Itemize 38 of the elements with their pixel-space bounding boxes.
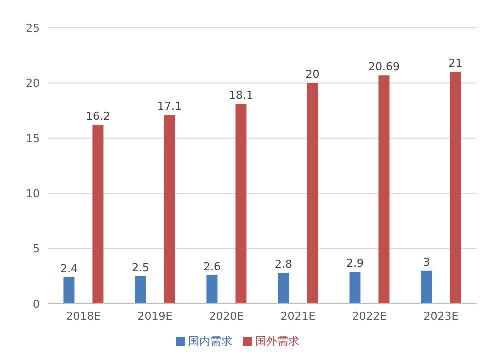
data-label: 2.4 <box>60 262 78 276</box>
bar <box>421 270 432 304</box>
y-tick-label: 20 <box>26 77 40 90</box>
x-tick-label: 2023E <box>424 310 459 323</box>
legend-label: 国外需求 <box>256 335 300 348</box>
bar <box>92 125 104 304</box>
data-label: 2.5 <box>132 261 150 274</box>
x-tick-label: 2021E <box>280 310 316 323</box>
bar <box>350 272 361 304</box>
y-tick-label: 25 <box>26 22 40 35</box>
bar <box>64 278 75 304</box>
bar <box>278 273 290 304</box>
data-label: 16.2 <box>86 110 110 124</box>
data-label: 2.6 <box>203 260 221 274</box>
data-label: 21 <box>448 57 463 70</box>
x-tick-label: 2019E <box>138 310 173 323</box>
data-label: 3 <box>423 256 430 269</box>
bar <box>164 115 176 304</box>
bar <box>378 76 390 304</box>
data-label: 17.1 <box>157 100 182 114</box>
data-label: 18.1 <box>228 89 254 102</box>
y-tick-label: 15 <box>26 132 40 146</box>
data-label: 20 <box>306 68 320 82</box>
x-tick-label: 2022E <box>352 310 388 323</box>
bar <box>135 276 146 304</box>
y-tick-label: 0 <box>33 298 40 311</box>
legend-label: 国内需求 <box>188 335 232 348</box>
x-tick-label: 2020E <box>209 310 244 323</box>
bar <box>307 83 318 304</box>
x-tick-label: 2018E <box>66 310 102 323</box>
bar <box>450 72 462 304</box>
y-tick-label: 5 <box>33 242 40 256</box>
data-label: 2.9 <box>346 256 364 270</box>
data-label: 20.69 <box>368 60 400 74</box>
y-tick-label: 10 <box>26 188 40 201</box>
bar <box>206 275 218 304</box>
data-label: 2.8 <box>274 258 292 272</box>
bar <box>236 104 247 304</box>
